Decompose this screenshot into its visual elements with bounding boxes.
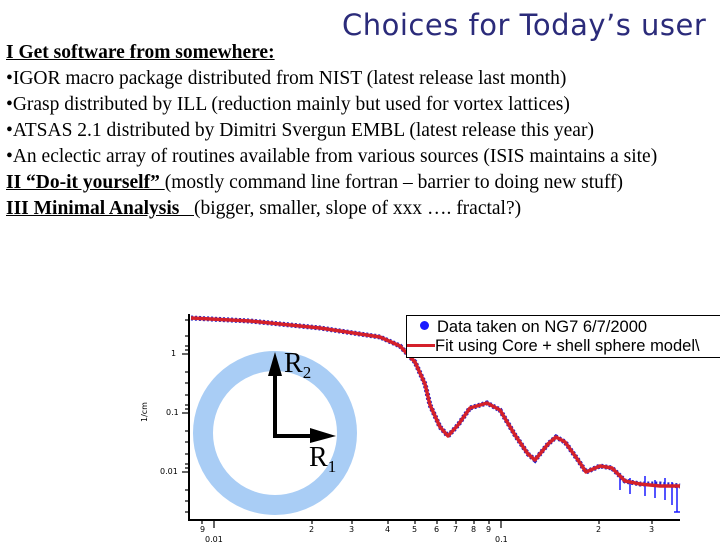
slide-title: Choices for Today’s user: [342, 8, 707, 42]
chart-legend: Data taken on NG7 6/7/2000 Fit using Cor…: [406, 315, 720, 358]
x-tick-8: 8: [471, 525, 477, 534]
bullet-igor: •IGOR macro package distributed from NIS…: [6, 68, 567, 89]
data-dot-icon: [420, 321, 429, 331]
x-tick-6: 6: [434, 525, 440, 534]
r-arrows: [268, 352, 336, 443]
y-tick-0.01: 0.01: [160, 467, 178, 476]
heading-do-it-yourself: II “Do-it yourself” (mostly command line…: [6, 172, 624, 193]
bullet-eclectic: •An eclectic array of routines available…: [6, 146, 658, 167]
x-tick-9b: 9: [486, 525, 492, 534]
x-tick-2b: 2: [596, 525, 602, 534]
x-tick-5: 5: [412, 525, 418, 534]
arrow-up-icon: [268, 352, 282, 376]
slide-body: I Get software from somewhere: •IGOR mac…: [6, 40, 718, 222]
x-tick-3a: 3: [349, 525, 355, 534]
legend-data: Data taken on NG7 6/7/2000: [420, 318, 647, 337]
x-tick-9a: 9: [200, 525, 206, 534]
heading-get-software: I Get software from somewhere:: [6, 42, 275, 63]
heading-minimal-analysis: III Minimal Analysis (bigger, smaller, s…: [6, 198, 522, 219]
r1-label: R1: [309, 442, 337, 476]
x-tick-7: 7: [453, 525, 459, 534]
x-tick-3b: 3: [649, 525, 655, 534]
x-tick-4: 4: [385, 525, 391, 534]
bullet-atsas: •ATSAS 2.1 distributed by Dimitri Svergu…: [6, 120, 594, 141]
y-tick-1: 1: [171, 349, 177, 358]
y-axis-label: 1/cm: [140, 402, 149, 422]
arrow-right-icon: [310, 428, 336, 443]
x-ticks: [201, 520, 653, 528]
bullet-grasp: •Grasp distributed by ILL (reduction mai…: [6, 94, 570, 115]
fit-line-icon: [407, 344, 435, 348]
legend-fit: Fit using Core + shell sphere model\: [407, 337, 700, 356]
x-tick-2a: 2: [309, 525, 315, 534]
sans-chart: [182, 314, 681, 528]
y-tick-0.1: 0.1: [166, 408, 179, 417]
y-ticks: [182, 319, 189, 513]
r2-label: R2: [284, 348, 312, 382]
